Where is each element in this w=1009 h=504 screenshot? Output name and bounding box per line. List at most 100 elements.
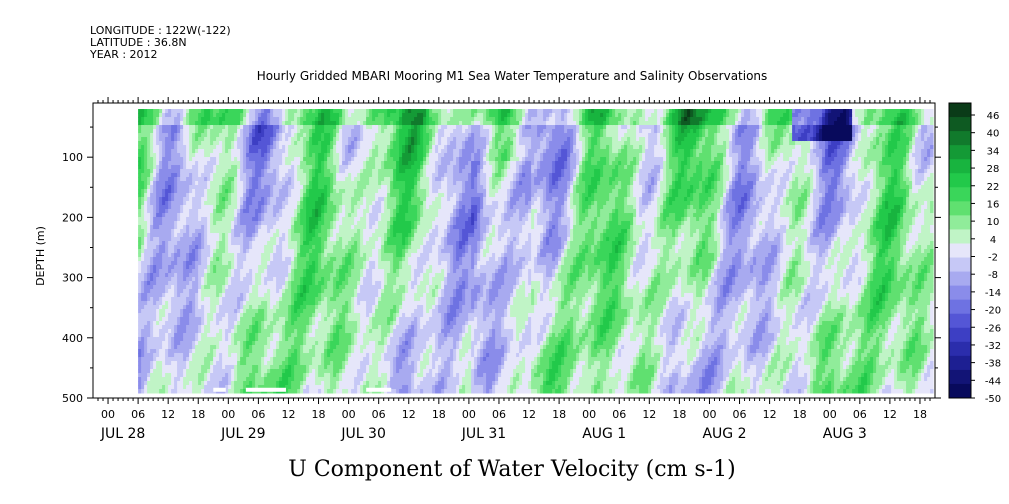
field-cell bbox=[141, 181, 145, 186]
field-cell bbox=[282, 273, 286, 278]
field-cell bbox=[174, 233, 178, 238]
field-cell bbox=[300, 321, 304, 326]
field-cell bbox=[153, 177, 157, 182]
field-cell bbox=[213, 293, 217, 298]
field-cell bbox=[222, 169, 226, 174]
field-cell bbox=[153, 341, 157, 346]
field-cell bbox=[333, 301, 337, 306]
field-cell bbox=[177, 125, 181, 130]
field-cell bbox=[210, 349, 214, 354]
field-cell bbox=[234, 261, 238, 266]
field-cell bbox=[285, 149, 289, 154]
field-cell bbox=[324, 381, 328, 386]
field-cell bbox=[207, 225, 211, 230]
field-cell bbox=[264, 237, 268, 242]
field-cell bbox=[312, 293, 316, 298]
field-cell bbox=[246, 225, 250, 230]
field-cell bbox=[342, 129, 346, 134]
field-cell bbox=[267, 261, 271, 266]
field-cell bbox=[141, 293, 145, 298]
field-cell bbox=[264, 341, 268, 346]
field-cell bbox=[192, 141, 196, 146]
field-cell bbox=[285, 165, 289, 170]
field-cell bbox=[195, 337, 199, 342]
field-cell bbox=[177, 177, 181, 182]
field-cell bbox=[291, 321, 295, 326]
field-cell bbox=[210, 137, 214, 142]
field-cell bbox=[246, 345, 250, 350]
field-cell bbox=[159, 221, 163, 226]
field-cell bbox=[324, 329, 328, 334]
field-cell bbox=[264, 109, 268, 114]
field-cell bbox=[267, 249, 271, 254]
field-cell bbox=[249, 189, 253, 194]
field-cell bbox=[165, 341, 169, 346]
field-cell bbox=[171, 121, 175, 126]
field-cell bbox=[285, 349, 289, 354]
field-cell bbox=[300, 157, 304, 162]
field-cell bbox=[156, 377, 160, 382]
field-cell bbox=[309, 169, 313, 174]
field-cell bbox=[252, 353, 256, 358]
field-cell bbox=[330, 169, 334, 174]
field-cell bbox=[240, 133, 244, 138]
field-cell bbox=[270, 145, 274, 150]
field-cell bbox=[339, 217, 343, 222]
field-cell bbox=[141, 193, 145, 198]
field-cell bbox=[306, 153, 310, 158]
field-cell bbox=[210, 365, 214, 370]
field-cell bbox=[159, 389, 163, 394]
field-cell bbox=[210, 321, 214, 326]
field-cell bbox=[162, 305, 166, 310]
field-cell bbox=[198, 157, 202, 162]
field-cell bbox=[174, 181, 178, 186]
field-cell bbox=[291, 181, 295, 186]
field-cell bbox=[147, 237, 151, 242]
field-cell bbox=[147, 129, 151, 134]
field-cell bbox=[282, 237, 286, 242]
field-cell bbox=[270, 209, 274, 214]
field-cell bbox=[207, 233, 211, 238]
field-cell bbox=[285, 317, 289, 322]
field-cell bbox=[318, 333, 322, 338]
field-cell bbox=[210, 181, 214, 186]
field-cell bbox=[270, 221, 274, 226]
field-cell bbox=[159, 117, 163, 122]
field-cell bbox=[174, 293, 178, 298]
field-cell bbox=[180, 237, 184, 242]
field-cell bbox=[297, 165, 301, 170]
field-cell bbox=[297, 177, 301, 182]
field-cell bbox=[228, 281, 232, 286]
field-cell bbox=[291, 269, 295, 274]
field-cell bbox=[231, 161, 235, 166]
field-cell bbox=[225, 281, 229, 286]
field-cell bbox=[336, 253, 340, 258]
field-cell bbox=[180, 325, 184, 330]
field-cell bbox=[144, 121, 148, 126]
field-cell bbox=[282, 321, 286, 326]
field-cell bbox=[246, 149, 250, 154]
field-cell bbox=[168, 389, 172, 394]
field-cell bbox=[288, 349, 292, 354]
field-cell bbox=[300, 361, 304, 366]
field-cell bbox=[324, 117, 328, 122]
field-cell bbox=[282, 365, 286, 370]
field-cell bbox=[327, 293, 331, 298]
field-cell bbox=[177, 213, 181, 218]
field-cell bbox=[288, 373, 292, 378]
field-cell bbox=[267, 257, 271, 262]
field-cell bbox=[186, 309, 190, 314]
field-cell bbox=[189, 345, 193, 350]
field-cell bbox=[177, 189, 181, 194]
field-cell bbox=[249, 249, 253, 254]
field-cell bbox=[315, 109, 319, 114]
field-cell bbox=[342, 309, 346, 314]
field-cell bbox=[177, 209, 181, 214]
field-cell bbox=[144, 177, 148, 182]
field-cell bbox=[261, 177, 265, 182]
field-cell bbox=[315, 309, 319, 314]
field-cell bbox=[255, 265, 259, 270]
field-cell bbox=[282, 149, 286, 154]
field-cell bbox=[291, 337, 295, 342]
field-cell bbox=[153, 249, 157, 254]
